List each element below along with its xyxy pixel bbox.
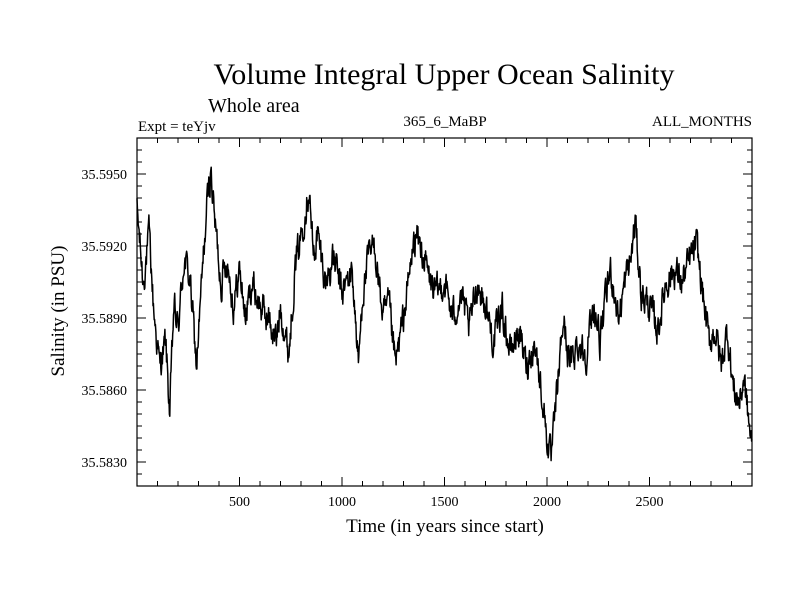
chart-subtitle: Whole area	[208, 95, 300, 117]
y-tick-label: 35.5890	[82, 312, 128, 327]
experiment-label: Expt = teYjv	[138, 119, 216, 135]
y-tick-label: 35.5950	[82, 168, 128, 183]
x-tick-label: 500	[229, 495, 250, 510]
x-tick-label: 2500	[636, 495, 664, 510]
x-axis-label: Time (in years since start)	[346, 516, 544, 537]
y-axis-label: Salinity (in PSU)	[48, 246, 69, 377]
salinity-series-line	[136, 166, 753, 462]
y-tick-label: 35.5920	[82, 240, 128, 255]
months-label: ALL_MONTHS	[652, 114, 752, 130]
chart-title: Volume Integral Upper Ocean Salinity	[214, 58, 675, 91]
plot-frame	[136, 137, 753, 487]
x-tick-label: 1500	[431, 495, 459, 510]
run-label: 365_6_MaBP	[403, 114, 486, 130]
y-tick-label: 35.5830	[82, 456, 128, 471]
x-tick-label: 1000	[328, 495, 356, 510]
plot-area: 500 1000 1500 2000 2500 35.5830 35.5860 35.5890…	[82, 137, 753, 510]
y-tick-label: 35.5860	[82, 384, 128, 399]
x-tick-label: 2000	[533, 495, 561, 510]
